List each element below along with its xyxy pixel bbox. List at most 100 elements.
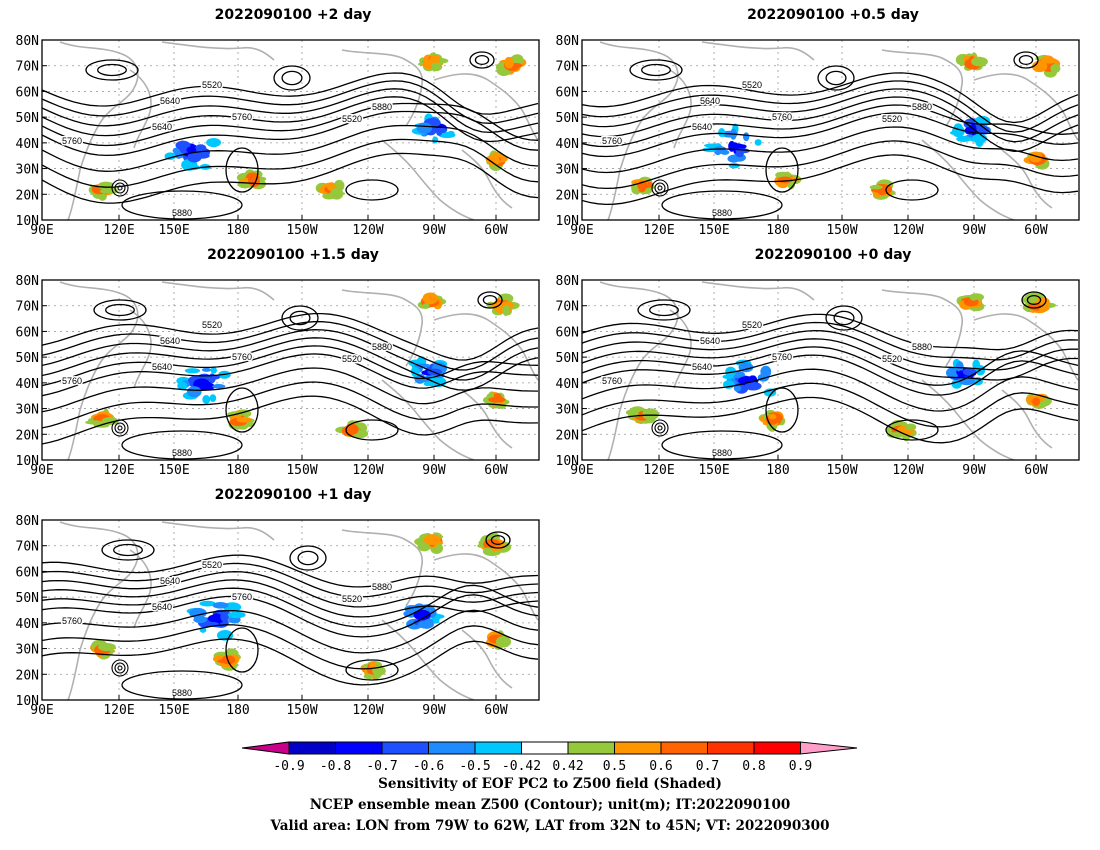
coastline xyxy=(599,281,679,460)
subtropical-high-contour xyxy=(765,147,799,193)
contour-label: 5640 xyxy=(152,602,172,612)
sensitivity-shading xyxy=(248,175,260,188)
sensitivity-shading xyxy=(778,176,793,184)
contour-label: 5760 xyxy=(772,352,792,362)
sensitivity-shading xyxy=(962,367,977,376)
lon-tick-label: 120E xyxy=(643,223,674,238)
cyclone-contour xyxy=(654,182,666,194)
coastline xyxy=(129,69,152,149)
closed-low-contour xyxy=(825,305,863,331)
colorbar-segment xyxy=(381,741,429,755)
lon-tick-label: 150W xyxy=(286,703,317,718)
closed-low-contour xyxy=(281,70,303,86)
closed-low-contour xyxy=(297,550,319,566)
map-panel-content: 5520 5640 5760 5880 5520 5640 5760 5880 xyxy=(582,280,1079,460)
sensitivity-shading xyxy=(236,416,253,423)
sensitivity-shading xyxy=(510,54,524,66)
sensitivity-shading xyxy=(432,136,439,144)
lat-tick-label: 70N xyxy=(556,300,579,315)
subtropical-high-contour xyxy=(345,419,399,441)
lat-tick-label: 50N xyxy=(556,111,579,126)
coastline xyxy=(381,139,475,220)
sensitivity-shading xyxy=(85,420,103,425)
sensitivity-shading xyxy=(905,423,917,431)
z500-contour xyxy=(42,337,539,391)
sensitivity-shading xyxy=(970,123,977,136)
colorbar-segment xyxy=(521,741,569,755)
contour-label: 5520 xyxy=(742,320,762,330)
sensitivity-shading xyxy=(202,395,211,404)
lon-tick-label: 180 xyxy=(226,223,249,238)
z500-contour xyxy=(582,313,1079,351)
sensitivity-shading xyxy=(212,384,226,389)
contour-label: 5520 xyxy=(342,594,362,604)
closed-low-contour xyxy=(1018,54,1034,66)
contour-label: 5880 xyxy=(912,342,932,352)
coastline xyxy=(1001,149,1053,209)
closed-low-contour xyxy=(833,310,855,326)
coastline xyxy=(161,521,275,541)
sensitivity-shading xyxy=(417,620,434,629)
z500-contour xyxy=(582,112,1079,158)
z500-contour xyxy=(582,96,1079,153)
sensitivity-shading xyxy=(1040,57,1058,64)
lon-tick-label: 120W xyxy=(892,223,923,238)
subtropical-high-contour xyxy=(661,430,783,460)
cyclone-contour xyxy=(114,422,126,434)
sensitivity-shading xyxy=(763,388,777,397)
lat-tick-label: 30N xyxy=(16,163,39,178)
lat-tick-label: 60N xyxy=(16,325,39,340)
lon-tick-label: 120E xyxy=(103,223,134,238)
cyclone-contour xyxy=(117,425,123,431)
lon-tick-label: 60W xyxy=(1024,223,1048,238)
lon-tick-label: 180 xyxy=(226,463,249,478)
closed-low-contour xyxy=(281,305,319,331)
sensitivity-shading xyxy=(209,394,217,402)
coastline xyxy=(59,281,139,460)
lat-tick-label: 20N xyxy=(16,428,39,443)
closed-low-contour xyxy=(490,534,506,546)
contour-label: 5640 xyxy=(700,336,720,346)
sensitivity-shading xyxy=(504,56,514,69)
z500-contour xyxy=(42,110,539,157)
z500-contour xyxy=(582,368,1079,412)
closed-low-contour xyxy=(1013,51,1039,69)
contour-label: 5760 xyxy=(232,592,252,602)
map-panel-3: 5520 5640 5760 5880 5520 5640 5760 5880 80N 70N 60… xyxy=(556,274,1080,478)
cyclone-contour xyxy=(651,419,669,437)
sensitivity-shading xyxy=(447,130,455,136)
sensitivity-shading xyxy=(187,386,202,398)
contour-label: 5640 xyxy=(152,362,172,372)
colorbar-tick-label: 0.42 xyxy=(552,759,583,774)
cyclone-contour xyxy=(111,659,129,677)
sensitivity-shading xyxy=(1032,397,1041,406)
z500-contour xyxy=(42,80,539,124)
sensitivity-shading xyxy=(429,62,443,72)
sensitivity-shading xyxy=(754,139,762,146)
coastline xyxy=(161,41,275,61)
contour-label: 5640 xyxy=(692,362,712,372)
coastline xyxy=(921,139,1015,220)
sensitivity-shading xyxy=(429,54,441,66)
z500-contour xyxy=(42,152,539,204)
lat-tick-label: 70N xyxy=(16,60,39,75)
closed-low-contour xyxy=(1026,294,1042,306)
subtropical-high-contour xyxy=(225,387,259,433)
colorbar-segment xyxy=(614,741,662,755)
z500-contour xyxy=(582,396,1079,444)
contour-label: 5520 xyxy=(742,80,762,90)
subtropical-high-contour xyxy=(885,419,939,441)
z500-contour xyxy=(582,88,1079,143)
lon-tick-label: 150E xyxy=(158,223,189,238)
colorbar-segment xyxy=(707,741,755,755)
lon-tick-label: 150E xyxy=(698,463,729,478)
lon-tick-label: 120E xyxy=(103,463,134,478)
closed-low-contour xyxy=(289,310,311,326)
sensitivity-shading xyxy=(743,132,750,142)
coastline xyxy=(433,313,539,381)
coastline xyxy=(973,73,1079,141)
lat-tick-label: 30N xyxy=(556,403,579,418)
sensitivity-shading xyxy=(970,56,988,67)
coastline xyxy=(59,41,139,220)
coastline xyxy=(669,309,692,389)
